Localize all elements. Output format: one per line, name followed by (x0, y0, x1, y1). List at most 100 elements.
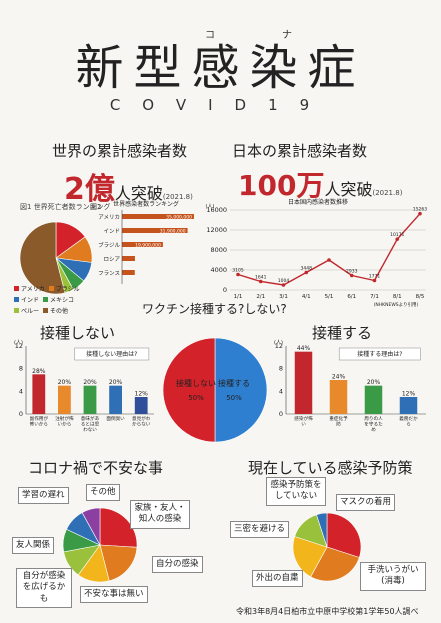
japan-total-number: 100万 (238, 169, 325, 202)
fig3-data-label: 15263 (413, 207, 427, 213)
fig3-ytick: 4000 (210, 266, 227, 274)
fig1-title: 図1 世界死亡者数ランキング (20, 203, 111, 211)
fig3-xtick: 2/1 (256, 294, 265, 300)
prevent-label-3c: 三密を避ける (230, 521, 290, 539)
yessvg-ytick: 4 (279, 387, 283, 395)
fig3-point (327, 258, 331, 262)
nosvg-bar (58, 385, 71, 414)
page-subtitle: COVID19 (109, 96, 332, 114)
japan-total-note: (2021.8) (372, 189, 403, 197)
fig3-line (237, 213, 421, 286)
worry-label-other: その他 (86, 484, 120, 502)
nosvg-bar (32, 374, 46, 414)
worry-slice (81, 507, 101, 546)
fig3-point (236, 272, 240, 277)
fig2-label: 図2 (90, 203, 102, 211)
center-label-yes: 接種する (218, 378, 250, 388)
no-heading: 接種しない (40, 324, 116, 342)
nosvg-bar (83, 385, 97, 414)
nosvg-category: 副作用が (30, 415, 49, 422)
worry-label-friend: 友人関係 (12, 537, 55, 555)
fig2-value: 35,000,000 (166, 215, 192, 221)
fig3-point (281, 283, 286, 287)
yessvg-unit: (人) (274, 340, 283, 346)
fig3-xtick: 8/1 (393, 294, 402, 300)
fig3-point (418, 211, 422, 216)
nosvg-pct: 12% (135, 391, 149, 398)
nosvg-category: 意味があ (81, 415, 100, 422)
center-slice (214, 337, 268, 443)
fig1-legend-item: その他 (43, 306, 68, 317)
fig3-point (304, 270, 309, 275)
japan-total: 100万人突破(2021.8) (238, 164, 402, 204)
fig2-category: ロシア (103, 256, 120, 263)
yessvg-reason-title: 接種する理由は? (357, 350, 402, 358)
fig2-bar (122, 256, 135, 261)
fig3-data-label: 2933 (346, 269, 358, 275)
fig3-data-label: 1004 (278, 278, 290, 284)
fig3-data-label: 3448 (301, 266, 313, 272)
prevent-pie-chart (292, 512, 362, 582)
japan-heading: 日本の累計感染者数 (232, 142, 368, 160)
fig3-xtick: 5/1 (325, 294, 334, 300)
center-label-no: 接種しない (176, 378, 216, 388)
nosvg-ytick: 12 (15, 342, 23, 350)
yessvg-bar (364, 385, 383, 414)
fig2-category: アメリカ (98, 214, 120, 221)
fig2-category: インド (103, 229, 120, 235)
nosvg-ytick: 0 (19, 410, 23, 418)
nosvg-category: からない (132, 421, 151, 428)
fig3-title: 日本国内感染者数推移 (288, 198, 348, 206)
fig1-legend: アメリカ ブラジルインド メキシコペルー その他 (14, 284, 104, 317)
prevent-label-none: 感染予防策をしていない (266, 477, 326, 506)
nosvg-bar (134, 397, 148, 414)
nosvg-category: 怖いから (30, 421, 48, 428)
center-pct-no: 50% (188, 394, 204, 402)
fig3-unit: (人) (206, 204, 215, 210)
fig3-xtick: 4/1 (302, 294, 311, 300)
fig2-category: フランス (98, 270, 120, 277)
world-heading: 世界の累計感染者数 (52, 142, 188, 160)
vaccine-heading: ワクチン接種する?しない? (142, 302, 287, 316)
fig1-pie-chart (19, 221, 93, 295)
fig3-xtick: 1/1 (234, 294, 243, 300)
fig2-bar (122, 270, 135, 275)
nosvg-category: るとは思 (81, 422, 100, 428)
prevent-slice (326, 512, 362, 558)
fig3-ytick: 0 (223, 286, 227, 294)
prevent-slice (292, 536, 328, 578)
fig1-slice (19, 221, 66, 295)
prevent-slice (316, 512, 328, 548)
prevent-label-handwash: 手洗いうがい(消毒) (360, 562, 426, 591)
prevent-label-stayhome: 外出の自粛 (252, 570, 303, 588)
worry-label-study: 学習の遅れ (18, 487, 69, 505)
yessvg-category: 義務だか (399, 415, 418, 422)
center-slice (162, 337, 216, 443)
worry-slice (99, 544, 138, 582)
nosvg-pct: 20% (109, 379, 123, 386)
yessvg-pct: 24% (332, 374, 346, 381)
ruby-ko: コ (205, 30, 215, 41)
yessvg-pct: 20% (367, 379, 381, 386)
fig2-bar (122, 242, 163, 247)
yessvg-category: い (301, 422, 306, 428)
footer-note: 令和3年8月4日柏市立中原中学校第1学年50人調べ (236, 607, 419, 616)
world-total-number: 2億 (64, 172, 115, 207)
prevent-heading: 現在している感染予防策 (248, 459, 413, 477)
fig3-data-label: 3105 (232, 268, 244, 274)
fig3-point (372, 278, 377, 283)
fig3-ytick: 8000 (210, 246, 227, 254)
world-total-unit: 人突破 (114, 184, 163, 203)
worry-label-none: 不安な事は無い (80, 586, 148, 604)
yessvg-bar (329, 380, 348, 414)
nosvg-pct: 28% (32, 368, 46, 375)
fig3-xtick: 7/1 (370, 294, 379, 300)
nosvg-category: 注射が怖 (55, 415, 74, 422)
prevent-slice (310, 546, 360, 582)
nosvg-pct: 20% (58, 379, 72, 386)
yessvg-ytick: 0 (279, 410, 283, 418)
fig1-legend-item: ペルー (14, 306, 39, 317)
fig1-legend-item: アメリカ (14, 284, 45, 295)
